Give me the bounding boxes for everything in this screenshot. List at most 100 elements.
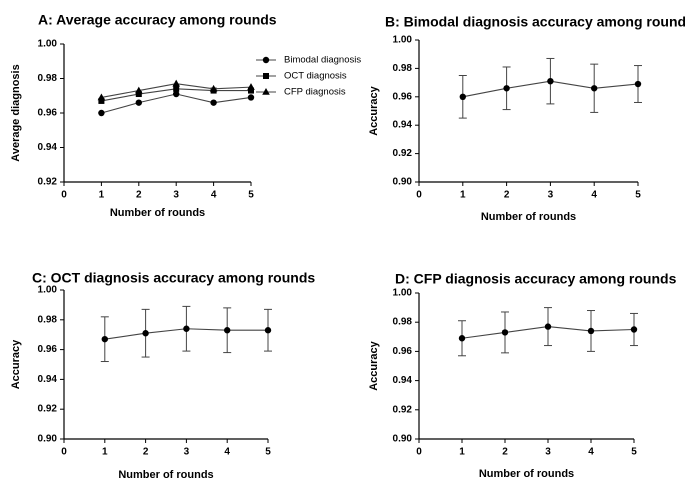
panel-a-xtick-label: 5 [248, 189, 254, 200]
legend-label: Bimodal diagnosis [284, 55, 361, 66]
panel-b-bimodal-diagnosis-point [634, 80, 642, 88]
legend-square-marker [263, 73, 269, 79]
panel-a-oct-diagnosis-point [135, 91, 142, 98]
panel-a-xtick-label: 0 [61, 189, 67, 200]
panel-a-ytick-label: 1.00 [38, 39, 58, 50]
panel-b: B: Bimodal diagnosis accuracy among roun… [368, 13, 685, 223]
panel-b-bimodal-diagnosis-point [547, 77, 554, 85]
panel-c-ytick-label: 0.90 [38, 434, 58, 445]
panel-a-oct-diagnosis-point [173, 85, 180, 92]
panel-b-xtick-label: 0 [416, 189, 422, 200]
panel-c: C: OCT diagnosis accuracy among rounds 0.… [10, 269, 315, 480]
panel-c-x-label: Number of rounds [118, 469, 213, 480]
panel-d-cfp-diagnosis-point [630, 326, 638, 333]
panel-b-xtick-label: 1 [460, 189, 466, 200]
panel-c-ytick-label: 0.94 [38, 374, 58, 385]
panel-d-xtick-label: 5 [631, 446, 637, 457]
panel-c-oct-diagnosis-point [183, 325, 190, 332]
panel-b-bimodal-diagnosis-point [503, 85, 510, 92]
panel-b-xtick-label: 4 [591, 189, 597, 200]
panel-b-y-label: Accuracy [368, 85, 380, 135]
legend-label: OCT diagnosis [284, 71, 347, 82]
panel-a-oct-diagnosis-point [98, 97, 105, 104]
panel-c-xtick-label: 4 [224, 446, 230, 457]
panel-a-xtick-label: 3 [173, 189, 179, 200]
panel-a-xtick-label: 2 [136, 189, 142, 200]
panel-c-title: C: OCT diagnosis accuracy among rounds [32, 269, 315, 285]
panel-c-xtick-label: 0 [61, 446, 67, 457]
legend-circle-marker [262, 56, 270, 64]
panel-a-cfp-diagnosis-point [209, 84, 218, 92]
panel-a-cfp-diagnosis-point [172, 79, 180, 87]
panel-d-ytick-label: 1.00 [393, 288, 413, 299]
panel-d-ytick-label: 0.90 [393, 434, 413, 445]
panel-a-x-label: Number of rounds [110, 207, 205, 219]
panel-c-ytick-label: 0.96 [38, 344, 58, 355]
panel-d-ytick-label: 0.94 [393, 375, 413, 386]
panel-a-bimodal-diagnosis-point [210, 99, 217, 106]
panel-b-xtick-label: 2 [504, 189, 510, 200]
panel-d-cfp-diagnosis-point [458, 335, 466, 342]
panel-a-cfp-diagnosis-point [135, 86, 143, 94]
panel-c-ytick-label: 0.98 [38, 314, 58, 325]
panel-c-oct-diagnosis-point [142, 330, 149, 337]
panel-b-bimodal-diagnosis-point [459, 93, 466, 101]
panel-a-bimodal-diagnosis-point [135, 99, 142, 106]
panel-d-ytick-label: 0.96 [393, 346, 413, 357]
panel-b-ytick-label: 0.98 [393, 63, 413, 74]
panel-a-bimodal-diagnosis-point [98, 109, 105, 117]
panel-c-y-label: Accuracy [10, 339, 22, 389]
panel-a-ytick-label: 0.94 [38, 142, 58, 153]
panel-c-xtick-label: 2 [143, 446, 149, 457]
panel-d-xtick-label: 3 [545, 446, 551, 457]
panel-a-cfp-diagnosis-point [247, 83, 255, 90]
panel-a-bimodal-diagnosis-point [173, 90, 180, 98]
panel-d-ytick-label: 0.98 [393, 317, 413, 328]
panel-a-oct-diagnosis-point [248, 87, 254, 94]
panel-a: A: Average accuracy among rounds 0.92 0.94… [10, 11, 361, 219]
panel-a-y-label: Average diagnosis [10, 64, 22, 161]
panel-d-xtick-label: 2 [502, 446, 508, 457]
panel-d-ytick-label: 0.92 [393, 404, 413, 415]
panel-c-xtick-label: 3 [184, 446, 190, 457]
panel-b-xtick-label: 5 [635, 189, 641, 200]
panel-a-ytick-label: 0.92 [38, 177, 58, 188]
panel-d: D: CFP diagnosis accuracy among rounds 0.… [368, 270, 677, 480]
panel-d-cfp-diagnosis-point [587, 327, 595, 335]
panel-a-legend: Bimodal diagnosis OCT diagnosis CFP diagno… [256, 55, 361, 98]
panel-b-xtick-label: 3 [548, 189, 554, 200]
panel-c-xtick-label: 5 [265, 446, 271, 457]
panel-d-xtick-label: 4 [588, 446, 594, 457]
panel-a-ytick-label: 0.98 [38, 73, 58, 84]
panel-c-ytick-label: 1.00 [38, 285, 58, 296]
panel-a-ytick-label: 0.96 [38, 108, 58, 119]
panel-b-x-label: Number of rounds [481, 211, 576, 223]
panel-d-y-label: Accuracy [368, 340, 380, 390]
panel-c-oct-diagnosis-point [224, 327, 231, 334]
panel-c-xtick-label: 1 [102, 446, 108, 457]
panel-a-title: A: Average accuracy among rounds [38, 11, 277, 27]
panel-d-cfp-diagnosis-point [544, 323, 552, 330]
panel-d-x-label: Number of rounds [479, 468, 574, 480]
panel-b-ytick-label: 0.90 [393, 177, 413, 188]
panel-b-ytick-label: 0.96 [393, 91, 413, 102]
panel-c-oct-diagnosis-point [101, 335, 109, 343]
panel-b-title: B: Bimodal diagnosis accuracy among roun… [385, 13, 685, 29]
panel-c-ytick-label: 0.92 [38, 404, 58, 415]
panel-a-xtick-label: 4 [211, 189, 217, 200]
panel-d-cfp-diagnosis-point [501, 329, 509, 336]
panel-a-xtick-label: 1 [99, 189, 105, 200]
panel-d-title: D: CFP diagnosis accuracy among rounds [395, 270, 677, 286]
panel-b-ytick-label: 1.00 [393, 35, 413, 46]
panel-d-xtick-label: 1 [459, 446, 465, 457]
panel-b-ytick-label: 0.94 [393, 120, 413, 131]
panel-b-bimodal-diagnosis-point [591, 85, 598, 92]
panel-a-bimodal-diagnosis-point [247, 94, 255, 101]
legend-triangle-marker [262, 88, 270, 95]
panel-b-ytick-label: 0.92 [393, 148, 413, 159]
panel-a-cfp-diagnosis-point [97, 93, 106, 101]
panel-d-xtick-label: 0 [416, 446, 422, 457]
legend-label: CFP diagnosis [284, 87, 346, 98]
panel-c-oct-diagnosis-point [264, 327, 272, 334]
